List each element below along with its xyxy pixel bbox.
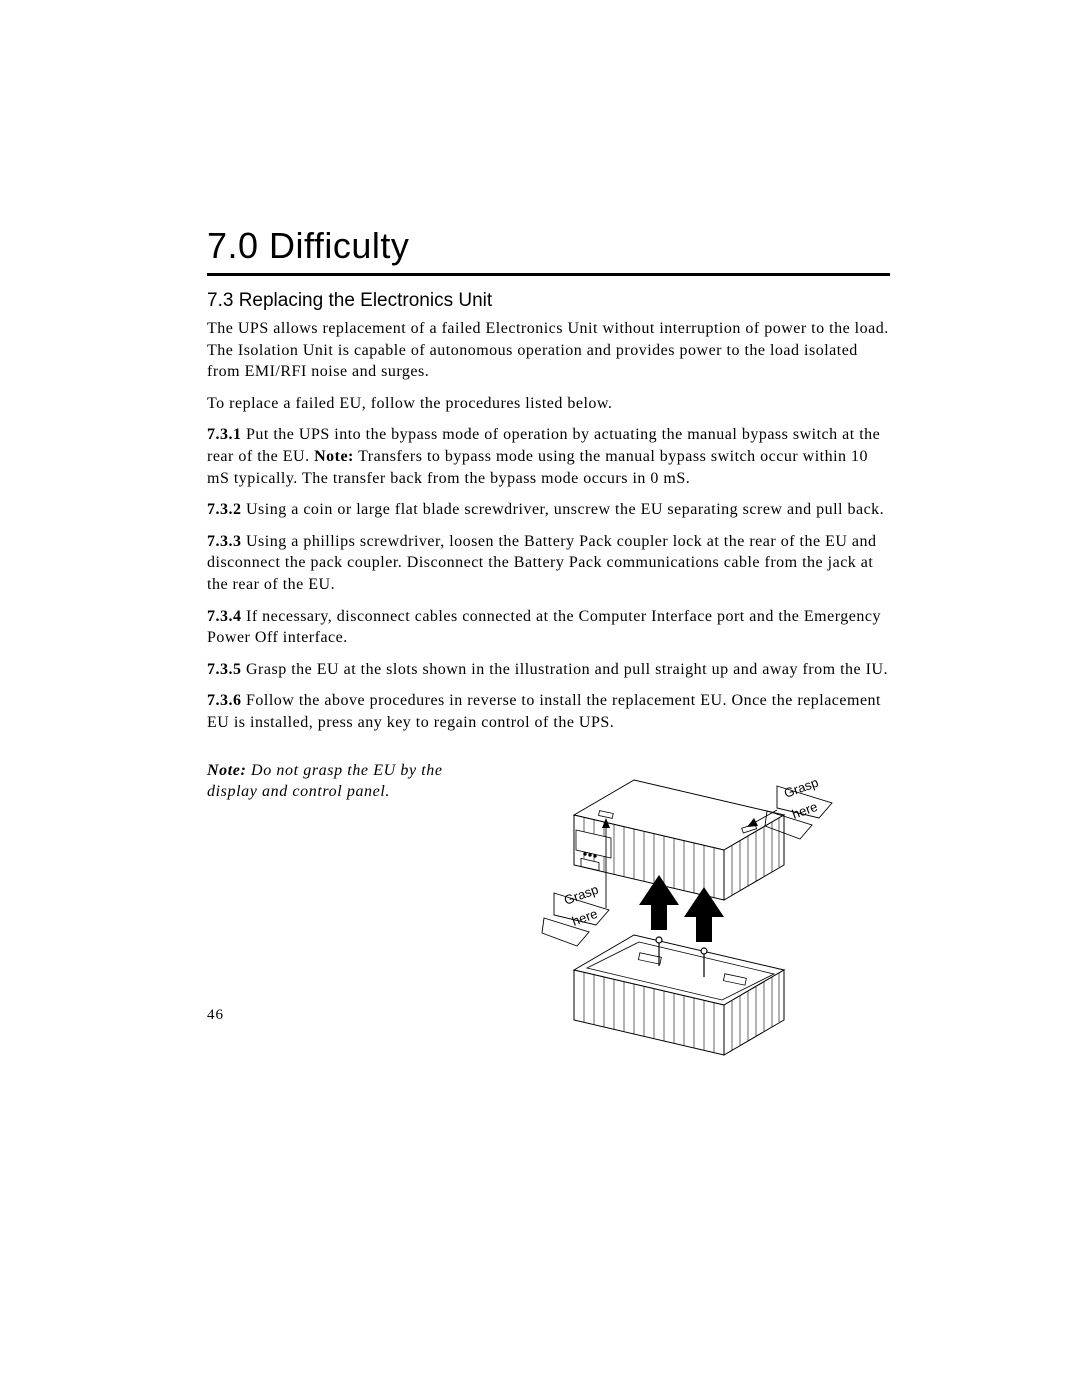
figure-note: Note: Do not grasp the EU by the display… [207,760,447,803]
step-num: 7.3.5 [207,661,242,678]
callout-grasp-1b: here [569,905,599,928]
step-6: 7.3.6 Follow the above procedures in rev… [207,690,890,733]
chapter-title: 7.0 Difficulty [207,225,890,267]
callout-grasp-2b: here [789,798,819,821]
step-1: 7.3.1 Put the UPS into the bypass mode o… [207,424,890,489]
title-rule [207,273,890,276]
step-text: Follow the above procedures in reverse t… [207,692,881,731]
note-label: Note: [207,762,246,779]
section-title: 7.3 Replacing the Electronics Unit [207,290,890,312]
step-text: Grasp the EU at the slots shown in the i… [242,661,889,678]
step-mid-bold: Note: [314,448,354,465]
step-num: 7.3.1 [207,426,242,443]
step-2: 7.3.2 Using a coin or large flat blade s… [207,499,890,521]
step-5: 7.3.5 Grasp the EU at the slots shown in… [207,659,890,681]
intro-paragraph-1: The UPS allows replacement of a failed E… [207,318,890,383]
step-num: 7.3.2 [207,501,242,518]
step-text: Using a coin or large flat blade screwdr… [242,501,885,518]
page-number: 46 [207,1007,224,1024]
figure-illustration: Grasp here Grasp here [457,760,890,1070]
intro-paragraph-2: To replace a failed EU, follow the proce… [207,393,890,415]
step-num: 7.3.4 [207,608,242,625]
step-text: Using a phillips screwdriver, loosen the… [207,533,877,593]
step-3: 7.3.3 Using a phillips screwdriver, loos… [207,531,890,596]
step-num: 7.3.6 [207,692,242,709]
step-num: 7.3.3 [207,533,242,550]
callout-grasp-2a: Grasp [781,774,819,800]
step-text: If necessary, disconnect cables connecte… [207,608,881,647]
step-4: 7.3.4 If necessary, disconnect cables co… [207,606,890,649]
callout-grasp-1a: Grasp [561,881,599,907]
